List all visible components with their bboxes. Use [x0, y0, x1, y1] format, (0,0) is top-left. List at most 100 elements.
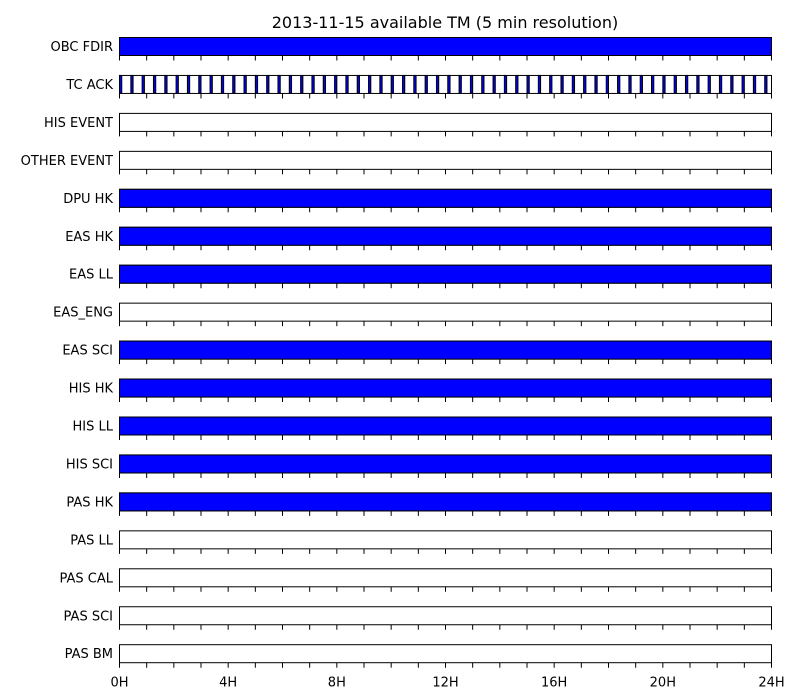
availability-bar [119, 416, 772, 436]
series-label: DPU HK [63, 192, 113, 207]
availability-bar [119, 378, 772, 398]
series-row: EAS_ENG [53, 302, 772, 327]
series-row: OBC FDIR [51, 37, 772, 61]
availability-bar [628, 74, 632, 94]
x-tick-label: 16H [541, 676, 567, 691]
availability-bar [413, 74, 417, 94]
availability-bar [198, 74, 202, 94]
availability-bar [266, 74, 270, 94]
availability-bar [119, 340, 772, 360]
series-row: PAS CAL [60, 568, 772, 592]
availability-bar [730, 74, 734, 94]
series-label: HIS EVENT [44, 116, 113, 131]
availability-bar [119, 74, 123, 94]
series-label: TC ACK [65, 78, 113, 93]
availability-bar [130, 74, 134, 94]
series-row: EAS LL [69, 264, 772, 289]
availability-bar [334, 74, 338, 94]
availability-bar [401, 74, 406, 94]
availability-bar [119, 226, 772, 246]
series-row: TC ACK [65, 74, 772, 99]
series-row: PAS LL [70, 530, 772, 554]
series-label: HIS HK [69, 382, 114, 397]
series-row: PAS SCI [64, 606, 772, 630]
availability-bar [639, 74, 643, 94]
series-row: HIS HK [69, 378, 772, 403]
availability-bar [594, 74, 598, 94]
availability-bar [662, 74, 666, 94]
availability-bar [435, 74, 440, 94]
availability-bar [209, 74, 213, 94]
series-row: PAS BM [65, 644, 772, 668]
series-label: OTHER EVENT [21, 154, 113, 169]
availability-bar [277, 74, 281, 94]
series-label: PAS CAL [60, 571, 114, 586]
series-label: PAS HK [66, 495, 113, 510]
availability-bar [549, 74, 553, 94]
availability-bar [152, 74, 157, 94]
series-label: EAS LL [69, 268, 114, 283]
series-label: PAS BM [65, 647, 113, 662]
availability-bar [617, 74, 621, 94]
availability-bar [141, 74, 145, 94]
availability-bar [390, 74, 394, 94]
availability-bar [560, 74, 564, 94]
series-rows: OBC FDIR TC ACK HIS EVENT OTHER EVENT DPU HK… [21, 37, 772, 668]
availability-bar [119, 454, 772, 474]
availability-bar [186, 74, 191, 94]
row-frame [119, 644, 772, 664]
availability-bar [764, 74, 768, 94]
availability-bar [707, 74, 711, 94]
series-label: HIS LL [73, 420, 114, 435]
x-tick-label: 8H [328, 676, 346, 691]
availability-bar [311, 74, 315, 94]
row-frame [119, 530, 772, 550]
availability-bar [752, 74, 757, 94]
availability-bar [220, 74, 225, 94]
availability-bar [322, 74, 327, 94]
availability-bar [243, 74, 247, 94]
series-label: EAS_ENG [53, 306, 113, 321]
availability-bar [526, 74, 530, 94]
series-row: DPU HK [63, 188, 772, 213]
series-label: HIS SCI [66, 457, 113, 472]
x-tick-label: 4H [219, 676, 237, 691]
availability-bar [673, 74, 677, 94]
series-label: EAS HK [65, 230, 113, 245]
availability-bar [469, 74, 474, 94]
row-frame [119, 568, 772, 588]
availability-bar [481, 74, 485, 94]
x-tick-label: 20H [650, 676, 676, 691]
x-tick-label: 12H [432, 676, 458, 691]
x-tick-label: 0H [110, 676, 128, 691]
availability-bar [651, 74, 655, 94]
availability-bar [696, 74, 700, 94]
availability-bar [379, 74, 383, 94]
availability-bar [447, 74, 451, 94]
availability-bar [741, 74, 745, 94]
availability-bar [537, 74, 542, 94]
series-label: PAS LL [70, 533, 114, 548]
availability-bar [300, 74, 304, 94]
series-row: HIS EVENT [44, 112, 772, 137]
availability-bar [119, 37, 772, 56]
availability-bar [164, 74, 168, 94]
series-row: EAS HK [65, 226, 772, 251]
availability-bar [515, 74, 519, 94]
availability-bar [356, 74, 360, 94]
availability-bar [254, 74, 259, 94]
availability-bar [718, 74, 723, 94]
availability-bar [232, 74, 236, 94]
availability-bar [119, 188, 772, 208]
availability-bar [458, 74, 462, 94]
availability-bar [605, 74, 610, 94]
availability-bar [368, 74, 372, 94]
series-row: PAS HK [66, 492, 772, 516]
row-frame [119, 302, 772, 322]
availability-bar [119, 492, 772, 512]
availability-bar [684, 74, 689, 94]
series-row: EAS SCI [62, 340, 772, 365]
series-row: HIS LL [73, 416, 772, 440]
row-frame [119, 606, 772, 626]
